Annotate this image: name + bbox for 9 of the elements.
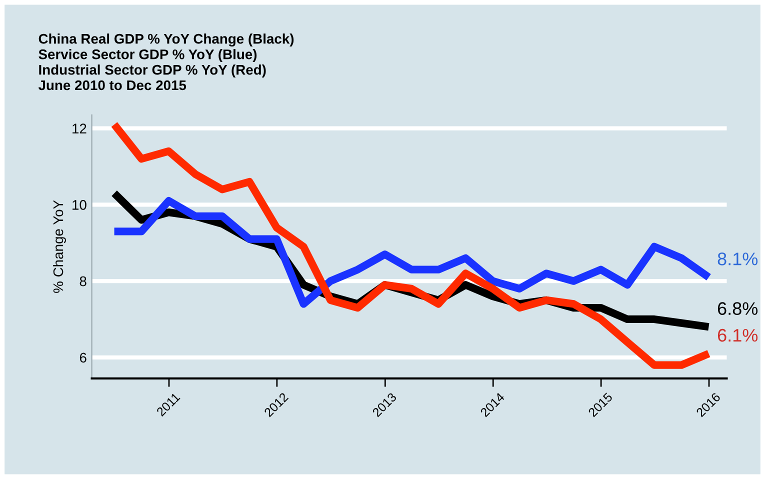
y-axis-title: % Change YoY: [52, 200, 66, 293]
y-tick-label: 6: [80, 352, 86, 363]
y-tick-label: 12: [72, 124, 86, 134]
y-tick-label: 10: [72, 200, 86, 210]
chart-title: China Real GDP % YoY Change (Black) Service Sector GDP % YoY (Blue) Industrial Sector GDP % YoY (Red) June 2010 to Dec 2015: [38, 34, 294, 90]
y-tick-label: 8: [80, 276, 86, 286]
annotation: 6.8%: [718, 302, 758, 315]
annotation: 8.1%: [718, 252, 758, 266]
annotation: 6.1%: [718, 328, 758, 342]
